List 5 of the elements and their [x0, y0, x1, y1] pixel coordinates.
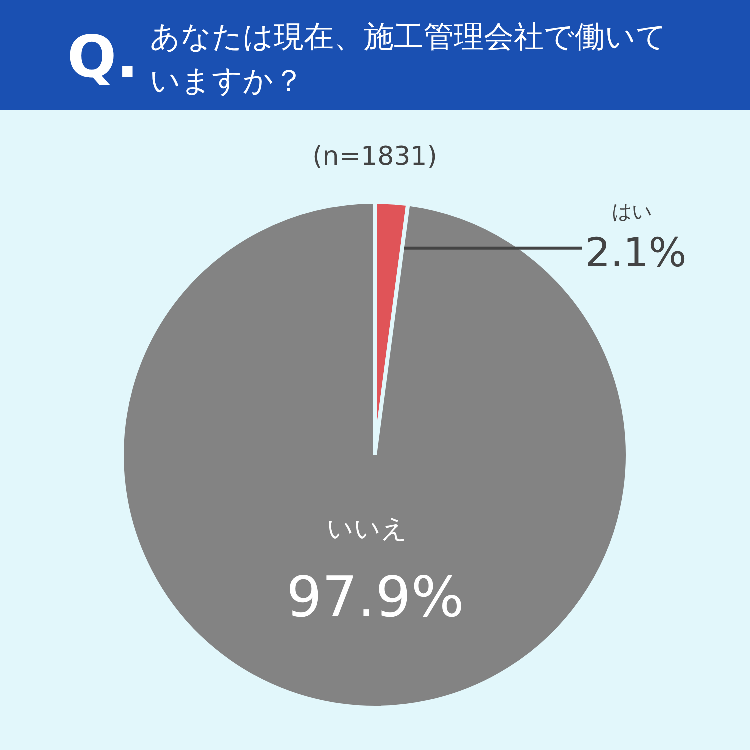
slice-label: はい	[612, 199, 652, 224]
data-label: 97.9%	[286, 566, 464, 631]
slice-label: いいえ	[326, 514, 408, 545]
chart-subtitle: (n=1831)	[312, 142, 438, 172]
data-label: 2.1%	[585, 230, 687, 276]
